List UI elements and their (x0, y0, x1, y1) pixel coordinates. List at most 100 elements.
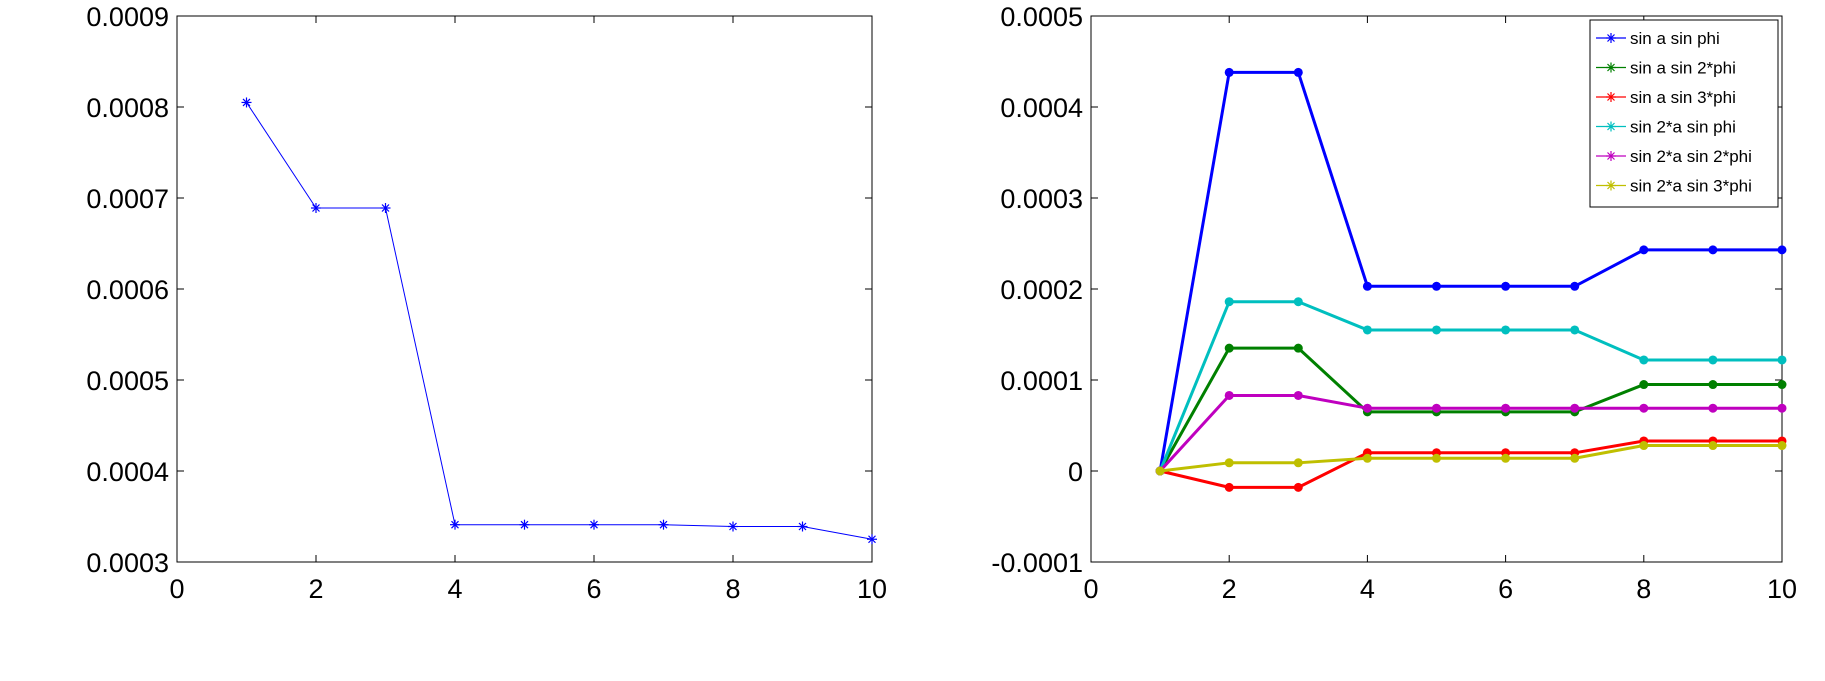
data-point (1224, 297, 1234, 307)
legend-label: sin a sin 2*phi (1630, 59, 1736, 78)
data-point (589, 519, 599, 530)
legend-item: sin 2*a sin 3*phi (1596, 177, 1752, 196)
data-point (1501, 453, 1511, 463)
legend-item: sin a sin 3*phi (1596, 88, 1736, 107)
chart-1: 0 2 4 6 8 10 0.0003 0.0004 0.0005 0.0006 0.0007 0.0… (86, 2, 887, 604)
data-point (867, 534, 877, 545)
legend-label: sin 2*a sin phi (1630, 118, 1736, 137)
x-tick-label: 8 (725, 574, 740, 604)
legend-item: sin 2*a sin 2*phi (1596, 147, 1752, 166)
series-5 (1155, 390, 1787, 476)
x-tick-label: 4 (447, 574, 462, 604)
data-point (1224, 458, 1234, 468)
data-point (1708, 245, 1718, 255)
legend-marker (1606, 180, 1616, 191)
data-point (1777, 380, 1787, 390)
x-tick-label: 10 (1767, 574, 1797, 604)
y-tick-label: 0.0006 (86, 275, 169, 305)
data-point (658, 519, 669, 530)
data-point (1639, 380, 1649, 390)
data-point (1570, 453, 1580, 463)
legend-item: sin a sin phi (1596, 29, 1720, 48)
data-point (1708, 380, 1718, 390)
data-point (1432, 453, 1441, 463)
data-point (1293, 297, 1303, 307)
data-point (519, 519, 530, 530)
data-point (1155, 466, 1165, 476)
series-line (1159, 439, 1782, 489)
data-point (311, 203, 321, 214)
x-tick-label: 2 (308, 574, 323, 604)
x-tick-label: 6 (586, 574, 601, 604)
data-point (1224, 482, 1234, 492)
y-tick-label: 0.0001 (1000, 366, 1083, 396)
y-tick-label: -0.0001 (991, 548, 1083, 578)
legend-item: sin 2*a sin phi (1596, 118, 1736, 137)
series-4 (1155, 297, 1787, 476)
y-tick-label: 0.0007 (86, 184, 169, 214)
y-tick-label: 0.0003 (86, 548, 169, 578)
series-6 (1155, 441, 1787, 476)
data-point (797, 521, 808, 532)
legend-marker (1606, 121, 1616, 132)
data-point (1501, 403, 1511, 413)
data-point (1362, 325, 1372, 335)
x-tick-label: 6 (1498, 574, 1513, 604)
series-line (1158, 346, 1782, 472)
data-point (1224, 343, 1234, 353)
data-point (1777, 355, 1787, 365)
data-point (1224, 390, 1234, 400)
legend-item: sin a sin 2*phi (1596, 59, 1736, 78)
y-tick-label: 0.0005 (1000, 2, 1083, 32)
data-point (1293, 458, 1303, 468)
data-point (1708, 403, 1718, 413)
legend-label: sin a sin phi (1630, 29, 1720, 48)
data-point (1293, 67, 1303, 77)
data-point (1432, 325, 1441, 335)
data-point (1708, 441, 1718, 451)
data-point (1570, 281, 1580, 291)
y-tick-label: 0.0004 (86, 457, 169, 487)
data-point (1293, 390, 1303, 400)
x-tick-label: 10 (857, 574, 887, 604)
legend-marker (1606, 151, 1616, 161)
data-point (728, 521, 738, 532)
data-point (1362, 403, 1372, 413)
data-point (1639, 245, 1649, 255)
data-point (1639, 441, 1649, 451)
legend-label: sin 2*a sin 3*phi (1630, 177, 1752, 196)
legend-marker (1606, 92, 1616, 102)
data-point (1777, 441, 1787, 451)
legend-label: sin 2*a sin 2*phi (1630, 147, 1752, 166)
data-point (1777, 245, 1787, 255)
y-tick-label: 0.0004 (1000, 93, 1083, 123)
series-line (1159, 444, 1782, 473)
series-line (1158, 70, 1782, 472)
data-point (1293, 343, 1303, 353)
chart-2: 0 2 4 6 8 10-0.000100.00010.00020.00030.00040… (991, 2, 1797, 604)
data-point (1570, 403, 1580, 413)
data-point (1708, 355, 1718, 365)
data-point (1362, 281, 1372, 291)
data-point (1501, 325, 1511, 335)
legend: sin a sin phi sin a sin 2*phi sin a sin 3*… (1589, 19, 1779, 208)
data-point (241, 97, 252, 108)
data-point (450, 519, 460, 530)
data-point (1570, 325, 1580, 335)
y-tick-label: 0.0002 (1000, 275, 1083, 305)
y-tick-label: 0.0003 (1000, 184, 1083, 214)
data-point (1639, 355, 1649, 365)
data-point (1224, 67, 1234, 77)
x-tick-label: 4 (1360, 574, 1375, 604)
y-tick-label: 0.0009 (86, 2, 169, 32)
series-line (1158, 300, 1782, 472)
legend-marker (1606, 33, 1616, 43)
data-point (1362, 453, 1372, 463)
data-point (380, 203, 391, 214)
data-point (1639, 403, 1649, 413)
data-point (1501, 281, 1511, 291)
data-point (1432, 403, 1441, 413)
legend-label: sin a sin 3*phi (1630, 88, 1736, 107)
data-point (1293, 482, 1303, 492)
